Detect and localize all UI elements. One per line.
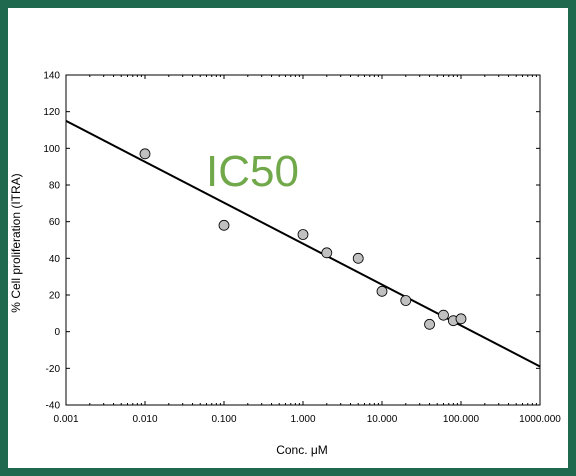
data-point (297, 229, 309, 240)
data-point (139, 148, 151, 160)
scatter-chart: -40 -20 0 20 40 60 80 100 120 140 0.001 0.010 0.100 1… (9, 71, 561, 458)
x-tick-label: 1.000 (290, 414, 315, 425)
x-axis-title: Conc. μM (276, 443, 328, 457)
data-point (218, 219, 230, 231)
data-point (321, 247, 333, 259)
y-tick-label: 120 (43, 107, 60, 118)
y-tick-label: 40 (49, 254, 61, 265)
data-point (455, 313, 467, 325)
y-axis-title: % Cell proliferation (ITRA) (9, 173, 23, 312)
x-tick-label: 100.000 (443, 414, 480, 425)
y-tick-label: 140 (43, 71, 60, 82)
y-tick-label: 0 (54, 327, 60, 338)
x-tick-label: 1000.000 (519, 414, 561, 425)
y-tick-label: -40 (46, 401, 61, 412)
data-point (438, 309, 449, 321)
x-tick-label: 10.000 (367, 414, 398, 425)
data-point (376, 285, 388, 297)
data-point (400, 295, 412, 306)
plot-area: -40 -20 0 20 40 60 80 100 120 140 0.001 0.010 0.100 1… (43, 71, 561, 426)
y-tick-label: -20 (46, 364, 61, 375)
data-point (424, 318, 435, 330)
data-point (352, 252, 364, 264)
chart-frame: -40 -20 0 20 40 60 80 100 120 140 0.001 0.010 0.100 1… (8, 8, 568, 468)
y-tick-label: 20 (49, 291, 61, 302)
y-tick-label: 100 (43, 144, 60, 155)
x-tick-label: 0.001 (53, 414, 78, 425)
plot-border (65, 74, 541, 406)
annotation-label: IC50 (206, 147, 299, 196)
y-tick-label: 80 (49, 181, 61, 192)
x-tick-label: 0.010 (132, 414, 157, 425)
y-tick-label: 60 (49, 217, 61, 228)
regression-line (65, 119, 541, 368)
x-tick-label: 0.100 (211, 414, 236, 425)
